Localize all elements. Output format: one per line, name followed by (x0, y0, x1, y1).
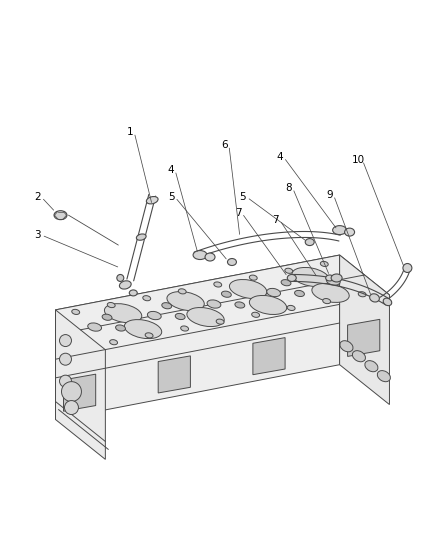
Ellipse shape (227, 259, 237, 265)
Polygon shape (253, 337, 285, 375)
Text: 7: 7 (235, 208, 241, 218)
Text: 2: 2 (34, 192, 41, 202)
Text: 4: 4 (276, 152, 283, 163)
Ellipse shape (117, 274, 124, 281)
Ellipse shape (345, 228, 355, 236)
Ellipse shape (340, 341, 353, 352)
Ellipse shape (377, 370, 390, 382)
Ellipse shape (124, 320, 162, 338)
Text: 1: 1 (127, 127, 134, 138)
Ellipse shape (88, 323, 102, 331)
Ellipse shape (252, 312, 260, 317)
Ellipse shape (64, 401, 78, 415)
Text: 7: 7 (272, 215, 279, 225)
Ellipse shape (249, 295, 287, 314)
Ellipse shape (305, 239, 314, 246)
Ellipse shape (295, 290, 304, 296)
Text: 5: 5 (240, 192, 246, 202)
Ellipse shape (205, 253, 215, 261)
Ellipse shape (207, 300, 221, 308)
Ellipse shape (143, 296, 151, 301)
Ellipse shape (287, 274, 296, 281)
Text: 10: 10 (352, 155, 365, 165)
Polygon shape (56, 255, 339, 419)
Ellipse shape (331, 274, 342, 282)
Ellipse shape (287, 305, 295, 311)
Ellipse shape (326, 275, 334, 281)
Ellipse shape (353, 351, 365, 362)
Ellipse shape (110, 340, 117, 345)
Ellipse shape (249, 275, 257, 280)
Ellipse shape (235, 302, 245, 308)
Ellipse shape (323, 298, 331, 304)
Ellipse shape (167, 292, 204, 311)
Ellipse shape (178, 289, 186, 294)
Ellipse shape (60, 335, 71, 346)
Ellipse shape (222, 291, 231, 297)
Ellipse shape (332, 225, 346, 235)
Ellipse shape (60, 353, 71, 365)
Ellipse shape (281, 280, 291, 286)
Ellipse shape (145, 333, 153, 338)
Ellipse shape (102, 314, 112, 320)
Polygon shape (56, 310, 106, 459)
Polygon shape (64, 374, 95, 411)
Ellipse shape (120, 281, 131, 289)
Ellipse shape (187, 308, 224, 327)
Text: 3: 3 (34, 230, 41, 240)
Text: 5: 5 (168, 192, 174, 202)
Ellipse shape (116, 325, 125, 331)
Ellipse shape (162, 303, 172, 309)
Ellipse shape (267, 288, 280, 297)
Ellipse shape (320, 261, 328, 266)
Ellipse shape (326, 277, 340, 285)
Ellipse shape (54, 211, 67, 220)
Ellipse shape (292, 268, 329, 286)
Ellipse shape (61, 382, 81, 401)
Text: 9: 9 (326, 190, 333, 200)
Ellipse shape (383, 298, 392, 305)
Ellipse shape (175, 313, 185, 320)
Ellipse shape (148, 311, 161, 320)
Polygon shape (56, 255, 389, 350)
Ellipse shape (370, 294, 379, 302)
Ellipse shape (312, 284, 349, 302)
Polygon shape (348, 319, 380, 357)
Ellipse shape (358, 292, 366, 297)
Ellipse shape (365, 361, 378, 372)
Ellipse shape (72, 309, 80, 314)
Ellipse shape (146, 197, 158, 204)
Text: 6: 6 (222, 140, 228, 150)
Ellipse shape (193, 251, 207, 260)
Ellipse shape (285, 268, 293, 273)
Ellipse shape (104, 304, 142, 322)
Ellipse shape (129, 290, 137, 296)
Polygon shape (339, 255, 389, 405)
Polygon shape (158, 356, 191, 393)
Text: 4: 4 (168, 165, 174, 175)
Ellipse shape (60, 375, 71, 387)
Ellipse shape (403, 263, 412, 272)
Ellipse shape (216, 319, 224, 324)
Ellipse shape (230, 279, 267, 298)
Ellipse shape (107, 303, 115, 308)
Ellipse shape (180, 326, 188, 331)
Ellipse shape (214, 282, 222, 287)
Ellipse shape (136, 234, 146, 240)
Text: 8: 8 (286, 183, 292, 193)
